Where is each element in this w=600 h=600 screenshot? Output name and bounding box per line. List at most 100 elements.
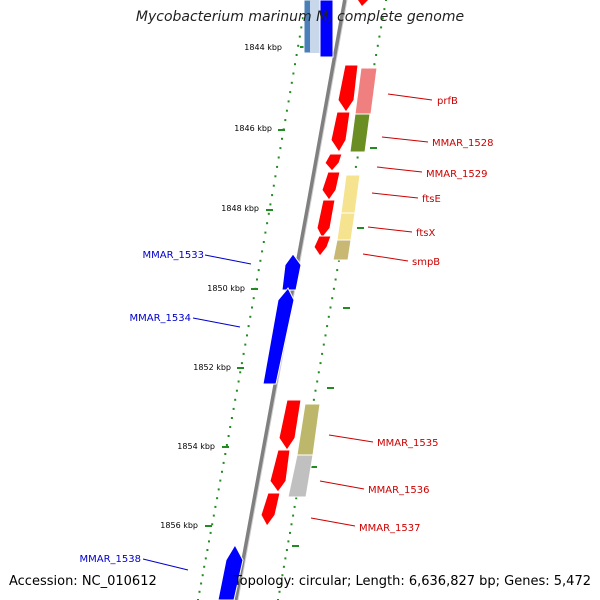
leader-MMAR_1534 bbox=[192, 317, 241, 328]
scale-dot bbox=[256, 278, 258, 281]
leader-smpB bbox=[362, 253, 409, 262]
scale-dot bbox=[244, 343, 247, 346]
gene-feature bbox=[310, 0, 320, 53]
scale-dot bbox=[287, 540, 290, 543]
leader-prfB bbox=[387, 93, 433, 101]
gene-labels: prfB MMAR_1528 MMAR_1529 ftsE ftsX smpB … bbox=[80, 96, 494, 565]
scale-dot bbox=[297, 44, 300, 47]
gene-arrow-MMAR_1528 bbox=[330, 111, 351, 153]
scale-dot bbox=[354, 165, 357, 168]
scale-dot bbox=[331, 297, 334, 300]
scale-dot bbox=[381, 17, 384, 20]
scale-dot bbox=[279, 582, 282, 585]
scale-dot bbox=[240, 362, 243, 365]
scale-dot bbox=[229, 426, 232, 428]
scale-dot bbox=[334, 278, 337, 281]
cog-block-MMAR_1536 bbox=[287, 454, 314, 498]
gene-feature bbox=[319, 0, 334, 58]
gene-arrow-smpB bbox=[313, 235, 332, 257]
scale-dot bbox=[206, 549, 209, 551]
kbp-label: 1846 kbp bbox=[234, 124, 272, 133]
gene-arrow-ftsE bbox=[321, 171, 341, 201]
scale-dot bbox=[337, 259, 340, 262]
scale-dot bbox=[378, 35, 381, 38]
gene-label-MMAR_1529: MMAR_1529 bbox=[426, 169, 488, 180]
scale-dot bbox=[261, 250, 264, 253]
gene-label-ftsX: ftsX bbox=[416, 228, 435, 239]
scale-dot bbox=[232, 407, 235, 410]
scale-dot bbox=[317, 371, 320, 374]
scale-dot bbox=[278, 590, 281, 593]
scale-dot bbox=[234, 398, 237, 401]
forward-genes-inner bbox=[260, 64, 359, 527]
gene-label-MMAR_1533: MMAR_1533 bbox=[143, 250, 205, 261]
scale-dot bbox=[274, 175, 277, 178]
forward-genes-outer bbox=[287, 67, 378, 498]
scale-dot bbox=[294, 63, 296, 66]
leader-MMAR_1538 bbox=[142, 558, 189, 571]
scale-dot bbox=[376, 44, 379, 47]
scale-dot bbox=[279, 147, 282, 150]
scale-dot bbox=[314, 389, 317, 392]
scale-dot bbox=[198, 590, 201, 593]
scale-dot bbox=[237, 380, 240, 383]
kbp-label: 1856 kbp bbox=[160, 521, 198, 530]
scale-dot bbox=[271, 194, 274, 197]
top-partial-genes bbox=[303, 0, 368, 58]
scale-dot bbox=[336, 269, 339, 272]
scale-dot bbox=[298, 35, 301, 38]
scale-dot bbox=[224, 453, 227, 455]
leader-MMAR_1536 bbox=[319, 480, 365, 490]
scale-dot bbox=[239, 371, 242, 374]
scale-dot bbox=[329, 306, 332, 309]
scale-dot bbox=[326, 325, 329, 328]
scale-dot bbox=[230, 417, 233, 419]
scale-dot bbox=[200, 582, 203, 585]
leader-MMAR_1528 bbox=[381, 136, 429, 143]
scale-dot bbox=[247, 325, 250, 328]
scale-dot bbox=[214, 505, 217, 508]
gene-label-MMAR_1528: MMAR_1528 bbox=[432, 138, 494, 149]
kbp-label: 1852 kbp bbox=[193, 363, 231, 372]
gene-label-MMAR_1535: MMAR_1535 bbox=[377, 438, 439, 449]
scale-dot bbox=[321, 352, 324, 355]
scale-dot bbox=[300, 26, 303, 29]
scale-dot bbox=[282, 565, 285, 568]
kbp-label: 1850 kbp bbox=[207, 284, 245, 293]
kbp-scale: 1844 kbp 1846 kbp 1848 kbp 1850 kbp 1852… bbox=[160, 43, 306, 530]
gene-arrow bbox=[358, 0, 368, 6]
gene-arrow-MMAR_1535 bbox=[278, 399, 302, 451]
scale-dot bbox=[380, 26, 383, 29]
kbp-label: 1854 kbp bbox=[177, 442, 215, 451]
cog-block-smpB bbox=[332, 239, 352, 261]
scale-dot bbox=[373, 63, 376, 66]
scale-dot bbox=[385, 0, 387, 1]
cog-block-ftsX bbox=[336, 212, 356, 241]
scale-dot bbox=[212, 514, 215, 517]
scale-dot bbox=[319, 362, 322, 365]
scale-dot bbox=[293, 505, 296, 508]
scale-dot bbox=[327, 315, 330, 318]
scale-dot bbox=[246, 334, 248, 337]
scale-dot bbox=[281, 137, 283, 140]
scale-dot bbox=[285, 549, 288, 551]
scale-dot bbox=[292, 514, 295, 517]
scale-dot bbox=[277, 156, 280, 159]
cog-block-ftsE bbox=[340, 174, 361, 214]
leader-ftsX bbox=[367, 226, 413, 233]
scale-dot bbox=[312, 398, 315, 401]
accession-text: Accession: NC_010612 bbox=[9, 574, 157, 589]
scale-dot bbox=[292, 72, 295, 75]
scale-dot bbox=[269, 203, 272, 206]
scale-dot bbox=[264, 231, 267, 234]
cog-block-MMAR_1528 bbox=[349, 113, 371, 153]
scale-dot bbox=[284, 119, 287, 122]
scale-dot bbox=[332, 287, 335, 290]
scale-dot bbox=[204, 557, 207, 560]
gene-label-smpB: smpB bbox=[412, 257, 440, 268]
scale-track-left bbox=[197, 0, 307, 600]
scale-dot bbox=[249, 315, 252, 318]
scale-dot bbox=[251, 306, 253, 309]
scale-dot bbox=[356, 156, 359, 159]
